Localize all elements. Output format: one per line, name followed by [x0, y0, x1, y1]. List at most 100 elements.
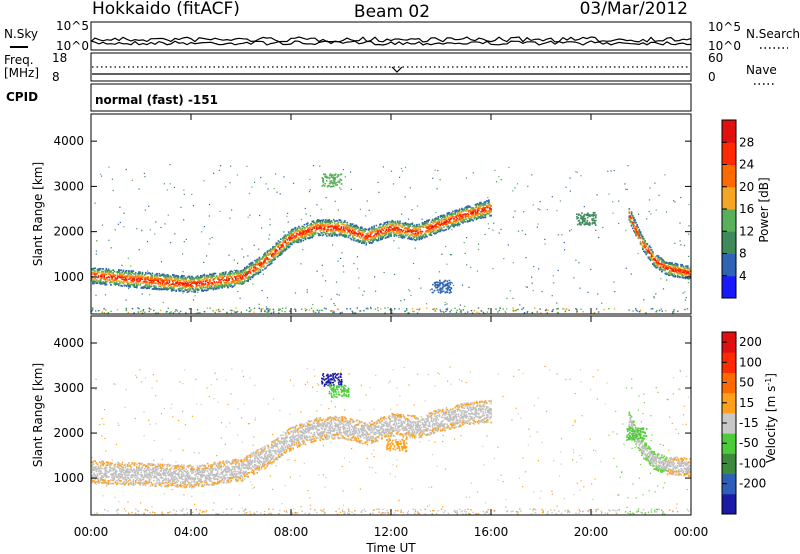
scatter-cell: [357, 239, 360, 241]
scatter-cell: [687, 277, 689, 280]
scatter-cell: [462, 216, 464, 218]
scatter-cell: [321, 225, 324, 227]
scatter-cell: [113, 279, 116, 281]
scatter-cell: [654, 262, 656, 265]
scatter-cell: [303, 223, 306, 226]
scatter-cell: [214, 287, 217, 290]
scatter-cell: [130, 271, 132, 273]
scatter-cell: [103, 278, 105, 280]
scatter-cell: [114, 229, 116, 231]
scatter-cell: [504, 310, 506, 313]
scatter-cell: [258, 260, 261, 262]
scatter-cell: [349, 229, 351, 231]
scatter-cell: [224, 284, 227, 286]
scatter-cell: [242, 277, 245, 280]
scatter-cell: [181, 274, 183, 277]
freq-left-tick-high: 18: [52, 51, 67, 65]
scatter-cell: [438, 230, 441, 233]
scatter-cell: [160, 274, 163, 276]
scatter-cell: [680, 273, 682, 276]
scatter-cell: [440, 223, 443, 226]
scatter-cell: [339, 219, 342, 221]
scatter-cell: [646, 249, 649, 252]
scatter-cell: [309, 309, 311, 311]
scatter-cell: [195, 312, 197, 314]
scatter-cell: [430, 231, 433, 234]
scatter-cell: [664, 266, 667, 269]
scatter-cell: [451, 212, 453, 214]
scatter-cell: [395, 227, 398, 230]
scatter-cell: [202, 285, 204, 287]
scatter-cell: [155, 277, 157, 280]
scatter-cell: [343, 226, 345, 228]
scatter-cell: [390, 235, 392, 238]
scatter-cell: [446, 212, 449, 215]
scatter-cell: [354, 234, 356, 236]
scatter-cell: [458, 219, 461, 221]
scatter-cell: [341, 252, 343, 254]
scatter-cell: [420, 232, 423, 235]
scatter-cell: [201, 276, 203, 278]
scatter-cell: [165, 311, 167, 313]
scatter-cell: [235, 270, 237, 272]
scatter-cell: [338, 234, 341, 236]
scatter-cell: [214, 277, 217, 279]
scatter-cell: [427, 230, 429, 232]
scatter-cell: [442, 229, 444, 232]
scatter-cell: [635, 225, 637, 228]
scatter-cell: [306, 291, 308, 293]
scatter-cell: [112, 273, 114, 275]
scatter-cell: [565, 186, 567, 188]
scatter-patch-cell: [328, 182, 331, 185]
scatter-cell: [136, 228, 138, 230]
scatter-cell: [128, 283, 130, 285]
scatter-cell: [178, 283, 181, 285]
scatter-cell: [114, 278, 117, 281]
scatter-cell: [294, 227, 296, 229]
scatter-cell: [336, 234, 338, 236]
scatter-cell: [356, 225, 359, 228]
scatter-cell: [575, 259, 577, 261]
scatter-cell: [202, 278, 204, 281]
scatter-cell: [334, 234, 336, 237]
scatter-cell: [386, 230, 389, 233]
scatter-cell: [167, 275, 170, 278]
scatter-cell: [239, 272, 242, 274]
scatter-cell: [380, 237, 382, 239]
scatter-patch-cell: [321, 185, 324, 187]
scatter-cell: [233, 269, 235, 271]
scatter-cell: [185, 280, 188, 282]
scatter-cell: [419, 307, 421, 310]
scatter-cell: [613, 308, 616, 310]
scatter-cell: [465, 209, 468, 211]
scatter-cell: [266, 297, 269, 299]
scatter-cell: [101, 311, 103, 313]
scatter-cell: [660, 263, 662, 265]
scatter-cell: [413, 226, 416, 228]
scatter-cell: [628, 211, 631, 213]
scatter-cell: [670, 263, 672, 265]
scatter-cell: [678, 270, 680, 273]
scatter-cell: [673, 267, 676, 270]
scatter-cell: [557, 308, 559, 310]
scatter-cell: [648, 257, 651, 260]
scatter-cell: [228, 272, 230, 274]
scatter-cell: [630, 213, 633, 216]
scatter-cell: [401, 213, 403, 215]
scatter-cell: [371, 242, 373, 244]
scatter-cell: [301, 233, 303, 236]
scatter-cell: [177, 288, 180, 290]
scatter-cell: [194, 291, 197, 293]
scatter-cell: [406, 309, 408, 311]
scatter-cell: [312, 165, 315, 167]
scatter-cell: [220, 165, 222, 167]
scatter-cell: [241, 283, 244, 285]
scatter-cell: [121, 271, 123, 274]
scatter-cell: [498, 175, 500, 178]
scatter-patch-cell: [329, 180, 331, 183]
scatter-cell: [355, 239, 357, 242]
noise-left-tick-high: 10^5: [56, 19, 89, 33]
scatter-cell: [421, 235, 424, 238]
scatter-cell: [649, 249, 652, 251]
scatter-cell: [191, 281, 193, 284]
